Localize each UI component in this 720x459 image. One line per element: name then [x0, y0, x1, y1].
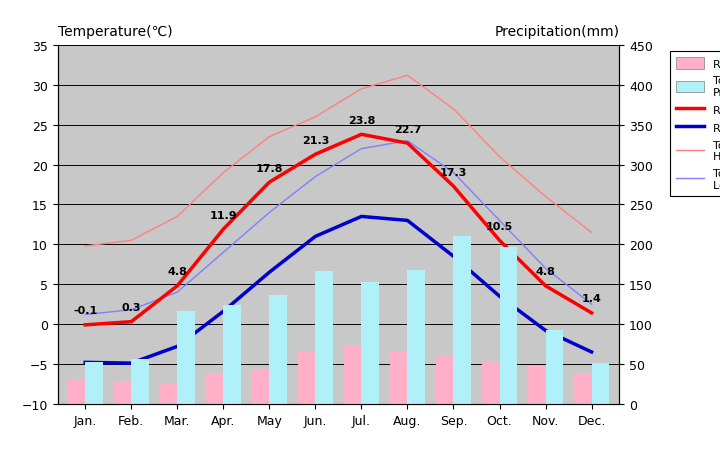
Bar: [454, 237, 471, 404]
Tokyo, Japan
High Temp.: [541, 194, 550, 200]
Bar: [131, 359, 149, 404]
Text: Temperature(℃): Temperature(℃): [58, 25, 172, 39]
Line: Riga High Temp.: Riga High Temp.: [85, 135, 592, 325]
Text: 4.8: 4.8: [536, 267, 556, 277]
Tokyo, Japan
Low Temp.: [173, 290, 181, 295]
Bar: [269, 295, 287, 404]
Bar: [500, 247, 517, 404]
Bar: [177, 311, 195, 404]
Text: 21.3: 21.3: [302, 135, 329, 146]
Tokyo, Japan
Low Temp.: [541, 266, 550, 271]
Bar: [85, 363, 103, 404]
Tokyo, Japan
Low Temp.: [81, 312, 89, 318]
Riga Low Temp.: [357, 214, 366, 220]
Riga Low Temp.: [173, 344, 181, 349]
Tokyo, Japan
Low Temp.: [127, 307, 135, 313]
Legend: Riga Prop., Tokyo, Japan
Prop., Riga High Temp., Riga Low Temp., Tokyo, Japan
Hi: Riga Prop., Tokyo, Japan Prop., Riga Hig…: [670, 51, 720, 197]
Tokyo, Japan
High Temp.: [173, 214, 181, 220]
Bar: [482, 363, 500, 404]
Bar: [114, 381, 131, 404]
Tokyo, Japan
High Temp.: [588, 230, 596, 235]
Tokyo, Japan
High Temp.: [219, 170, 228, 176]
Bar: [592, 364, 609, 404]
Bar: [361, 282, 379, 404]
Text: 0.3: 0.3: [122, 302, 141, 313]
Riga High Temp.: [588, 310, 596, 316]
Tokyo, Japan
Low Temp.: [588, 302, 596, 307]
Text: 4.8: 4.8: [167, 267, 187, 277]
Riga Low Temp.: [265, 270, 274, 275]
Line: Tokyo, Japan
Low Temp.: Tokyo, Japan Low Temp.: [85, 141, 592, 315]
Line: Tokyo, Japan
High Temp.: Tokyo, Japan High Temp.: [85, 76, 592, 246]
Text: 10.5: 10.5: [486, 221, 513, 231]
Riga Low Temp.: [81, 360, 89, 365]
Riga Low Temp.: [311, 234, 320, 240]
Text: 1.4: 1.4: [582, 294, 601, 304]
Tokyo, Japan
High Temp.: [403, 73, 412, 79]
Bar: [436, 356, 454, 404]
Text: -0.1: -0.1: [73, 306, 97, 316]
Bar: [223, 305, 240, 404]
Bar: [344, 347, 361, 404]
Riga High Temp.: [127, 319, 135, 325]
Text: 22.7: 22.7: [394, 124, 421, 134]
Line: Riga Low Temp.: Riga Low Temp.: [85, 217, 592, 364]
Riga High Temp.: [357, 132, 366, 138]
Riga High Temp.: [265, 180, 274, 185]
Riga High Temp.: [81, 322, 89, 328]
Riga High Temp.: [219, 227, 228, 232]
Bar: [298, 352, 315, 404]
Riga High Temp.: [495, 238, 504, 244]
Text: 23.8: 23.8: [348, 116, 375, 125]
Bar: [546, 331, 563, 404]
Text: 17.3: 17.3: [440, 167, 467, 177]
Bar: [390, 352, 408, 404]
Riga High Temp.: [449, 184, 458, 190]
Riga Low Temp.: [219, 309, 228, 314]
Tokyo, Japan
Low Temp.: [219, 250, 228, 256]
Tokyo, Japan
High Temp.: [265, 134, 274, 140]
Bar: [408, 270, 425, 404]
Tokyo, Japan
Low Temp.: [357, 146, 366, 152]
Tokyo, Japan
High Temp.: [127, 238, 135, 244]
Tokyo, Japan
Low Temp.: [403, 139, 412, 144]
Riga Low Temp.: [403, 218, 412, 224]
Tokyo, Japan
High Temp.: [311, 115, 320, 120]
Bar: [315, 271, 333, 404]
Tokyo, Japan
High Temp.: [495, 155, 504, 160]
Text: Precipitation(mm): Precipitation(mm): [494, 25, 619, 39]
Riga High Temp.: [173, 283, 181, 289]
Tokyo, Japan
High Temp.: [81, 244, 89, 249]
Riga High Temp.: [311, 152, 320, 157]
Tokyo, Japan
Low Temp.: [449, 170, 458, 176]
Riga Low Temp.: [449, 254, 458, 259]
Tokyo, Japan
Low Temp.: [265, 210, 274, 216]
Bar: [252, 370, 269, 404]
Riga Low Temp.: [127, 361, 135, 366]
Bar: [160, 384, 177, 404]
Riga High Temp.: [403, 141, 412, 146]
Riga High Temp.: [541, 283, 550, 289]
Bar: [574, 374, 592, 404]
Riga Low Temp.: [541, 328, 550, 334]
Text: 11.9: 11.9: [210, 210, 237, 220]
Riga Low Temp.: [495, 294, 504, 299]
Tokyo, Japan
High Temp.: [449, 107, 458, 112]
Bar: [206, 375, 223, 404]
Tokyo, Japan
Low Temp.: [311, 174, 320, 180]
Tokyo, Japan
Low Temp.: [495, 218, 504, 224]
Bar: [528, 366, 546, 404]
Tokyo, Japan
High Temp.: [357, 87, 366, 92]
Text: 17.8: 17.8: [256, 163, 283, 173]
Bar: [68, 380, 85, 404]
Riga Low Temp.: [588, 349, 596, 355]
